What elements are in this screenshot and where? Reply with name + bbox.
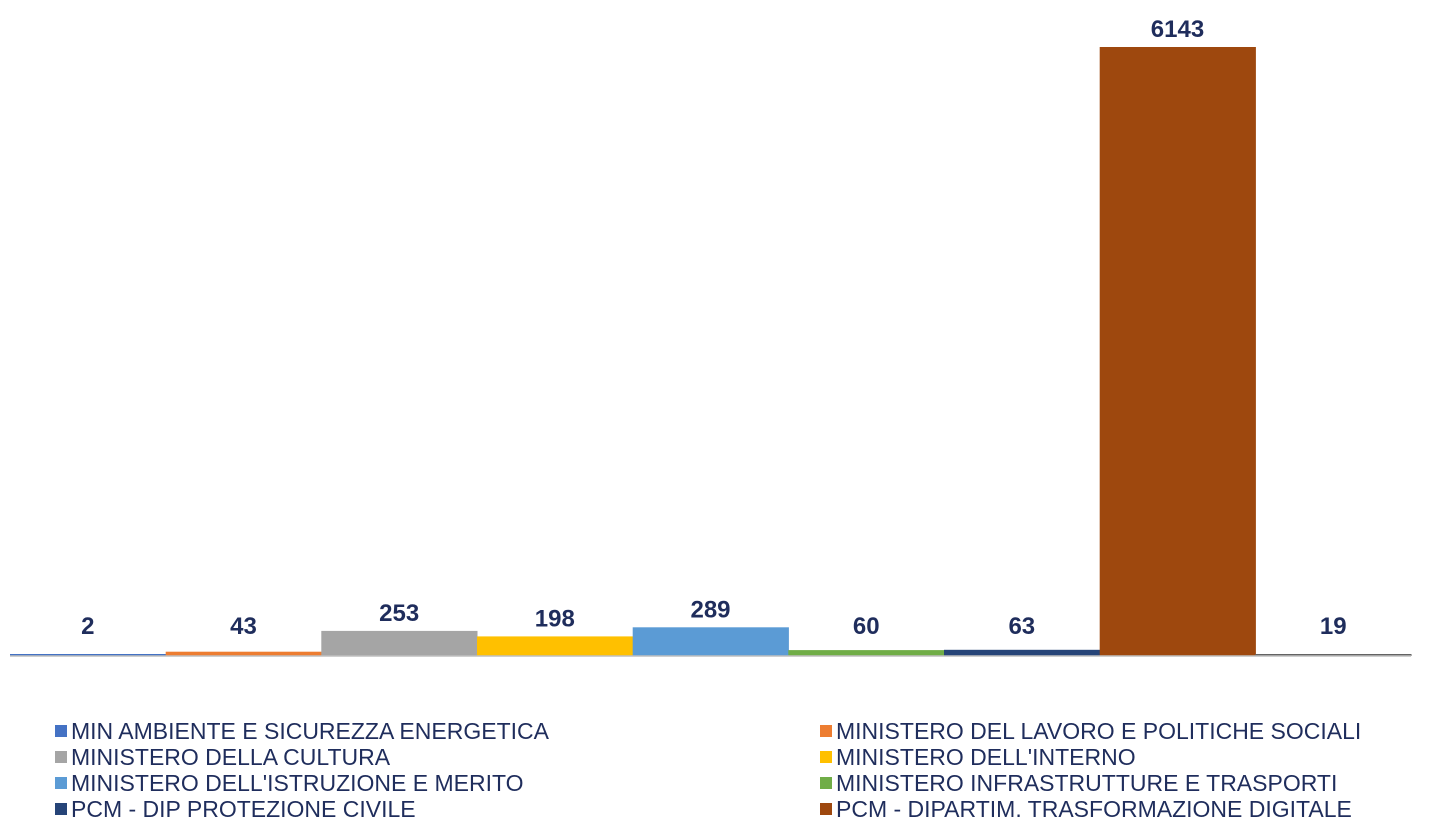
legend-item: MINISTERO DELL'INTERNO bbox=[820, 744, 1449, 770]
data-label-8: 6143 bbox=[1151, 16, 1204, 43]
data-labels-group: 2 43 253 198 289 60 63 6143 19 bbox=[81, 16, 1346, 640]
legend-swatch bbox=[820, 777, 832, 789]
data-label-1: 2 bbox=[81, 613, 94, 640]
bar-6 bbox=[788, 650, 945, 656]
legend-item: MINISTERO INFRASTRUTTURE E TRASPORTI bbox=[820, 770, 1449, 796]
bar-2 bbox=[165, 651, 322, 656]
legend-label: MIN AMBIENTE E SICUREZZA ENERGETICA bbox=[71, 718, 549, 744]
legend: MIN AMBIENTE E SICUREZZA ENERGETICA MINIS… bbox=[55, 718, 1449, 822]
data-label-3: 253 bbox=[379, 600, 419, 627]
legend-swatch bbox=[820, 803, 832, 815]
legend-item: MINISTERO DELL'ISTRUZIONE E MERITO bbox=[55, 770, 820, 796]
bar-8 bbox=[1099, 47, 1256, 656]
legend-label: MINISTERO INFRASTRUTTURE E TRASPORTI bbox=[836, 770, 1338, 796]
bar-3 bbox=[321, 630, 478, 656]
legend-label: MINISTERO DELL'ISTRUZIONE E MERITO bbox=[71, 770, 524, 796]
data-label-4: 198 bbox=[535, 605, 575, 632]
bar-7 bbox=[944, 649, 1101, 656]
data-label-2: 43 bbox=[230, 613, 257, 640]
data-label-7: 63 bbox=[1008, 613, 1035, 640]
legend-item: MINISTERO DELLA CULTURA bbox=[55, 744, 820, 770]
legend-swatch bbox=[55, 751, 67, 763]
bar-4 bbox=[477, 636, 634, 656]
bar-9 bbox=[1255, 654, 1412, 656]
legend-label: PCM - DIPARTIM. TRASFORMAZIONE DIGITALE bbox=[836, 796, 1352, 822]
data-label-9: 19 bbox=[1320, 613, 1347, 640]
data-label-5: 289 bbox=[690, 596, 730, 623]
legend-item: PCM - DIP PROTEZIONE CIVILE bbox=[55, 796, 820, 822]
legend-label: MINISTERO DELLA CULTURA bbox=[71, 744, 391, 770]
legend-item: MIN AMBIENTE E SICUREZZA ENERGETICA bbox=[55, 718, 820, 744]
legend-swatch bbox=[55, 803, 67, 815]
legend-item: PCM - DIPARTIM. TRASFORMAZIONE DIGITALE bbox=[820, 796, 1449, 822]
legend-label: PCM - DIP PROTEZIONE CIVILE bbox=[71, 796, 416, 822]
legend-item: MINISTERO DEL LAVORO E POLITICHE SOCIALI bbox=[820, 718, 1449, 744]
legend-swatch bbox=[55, 777, 67, 789]
data-label-6: 60 bbox=[853, 613, 880, 640]
legend-label: MINISTERO DELL'INTERNO bbox=[836, 744, 1136, 770]
legend-swatch bbox=[820, 751, 832, 763]
legend-label: MINISTERO DEL LAVORO E POLITICHE SOCIALI bbox=[836, 718, 1362, 744]
legend-swatch bbox=[820, 725, 832, 737]
bar-1 bbox=[10, 654, 167, 656]
bar-chart: 2 43 253 198 289 60 63 6143 19 bbox=[10, 16, 1412, 657]
bars-group bbox=[10, 47, 1412, 656]
legend-swatch bbox=[55, 725, 67, 737]
bar-5 bbox=[632, 627, 789, 656]
